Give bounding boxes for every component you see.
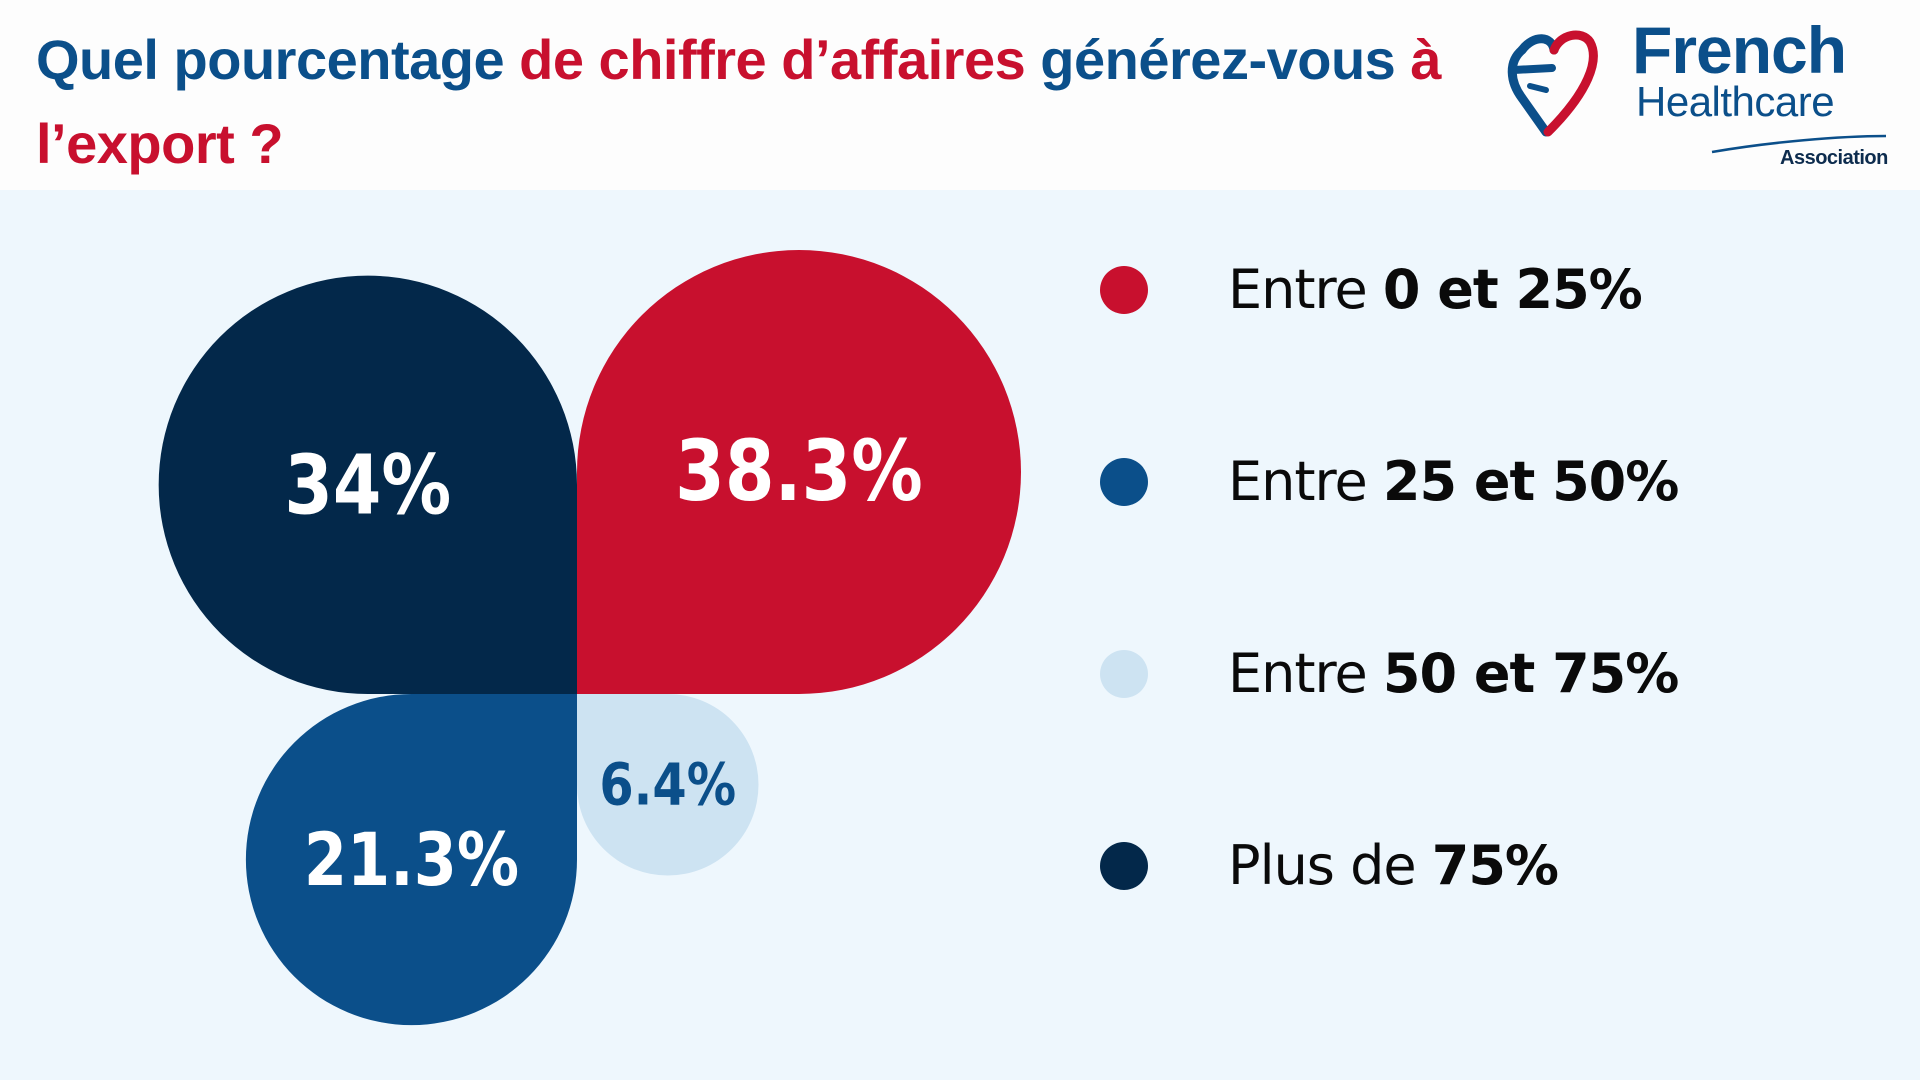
- legend-label-75-plus: Plus de 75%: [1228, 832, 1559, 900]
- legend-label-range: 25 et 50%: [1382, 450, 1679, 513]
- petal-50-75: [577, 694, 759, 876]
- legend-item-0-25: Entre 0 et 25%: [1100, 250, 1880, 330]
- title-part-1: Quel pourcentage: [36, 28, 520, 91]
- legend-label-0-25: Entre 0 et 25%: [1228, 256, 1643, 324]
- legend-label-50-75: Entre 50 et 75%: [1228, 640, 1679, 708]
- legend-label-prefix: Entre: [1228, 450, 1383, 513]
- legend-label-prefix: Entre: [1228, 642, 1383, 705]
- logo-name: French: [1632, 13, 1847, 87]
- logo: French Healthcare Association: [1500, 14, 1900, 179]
- legend-swatch-75-plus: [1100, 842, 1148, 890]
- logo-subtitle: Healthcare: [1636, 78, 1835, 125]
- heart-logo-icon: [1507, 30, 1598, 137]
- petal-75-plus: [158, 275, 577, 694]
- legend-label-range: 0 et 25%: [1382, 258, 1643, 321]
- value-label-25-50: 21.3%: [304, 817, 519, 902]
- chart-area: 38.3% 21.3% 6.4% 34% Entre 0 et 25% Entre 25…: [0, 190, 1920, 1080]
- legend-label-25-50: Entre 25 et 50%: [1228, 448, 1679, 516]
- legend-swatch-25-50: [1100, 458, 1148, 506]
- legend-label-prefix: Entre: [1228, 258, 1383, 321]
- legend-item-25-50: Entre 25 et 50%: [1100, 442, 1880, 522]
- legend-label-prefix: Plus de: [1228, 834, 1432, 897]
- legend-item-50-75: Entre 50 et 75%: [1100, 634, 1880, 714]
- legend-label-range: 75%: [1431, 834, 1559, 897]
- title-part-3: générez-vous: [1025, 28, 1411, 91]
- title-part-2-highlight: de chiffre d’affaires: [519, 28, 1026, 91]
- header: Quel pourcentage de chiffre d’affaires g…: [0, 0, 1920, 190]
- title-part-4-highlight: à l’export ?: [36, 28, 1442, 175]
- legend-swatch-50-75: [1100, 650, 1148, 698]
- page-title: Quel pourcentage de chiffre d’affaires g…: [36, 18, 1456, 186]
- logo-swoosh: [1711, 134, 1887, 154]
- legend-item-75-plus: Plus de 75%: [1100, 826, 1880, 906]
- petal-chart: 38.3% 21.3% 6.4% 34%: [158, 250, 1021, 1026]
- petal-0-25: [577, 250, 1021, 694]
- petal-25-50: [245, 694, 578, 1026]
- legend-swatch-0-25: [1100, 266, 1148, 314]
- value-label-0-25: 38.3%: [675, 424, 923, 521]
- logo-association: Association: [1780, 147, 1888, 169]
- value-label-50-75: 6.4%: [599, 751, 736, 819]
- legend-label-range: 50 et 75%: [1382, 642, 1679, 705]
- value-label-75-plus: 34%: [284, 437, 451, 533]
